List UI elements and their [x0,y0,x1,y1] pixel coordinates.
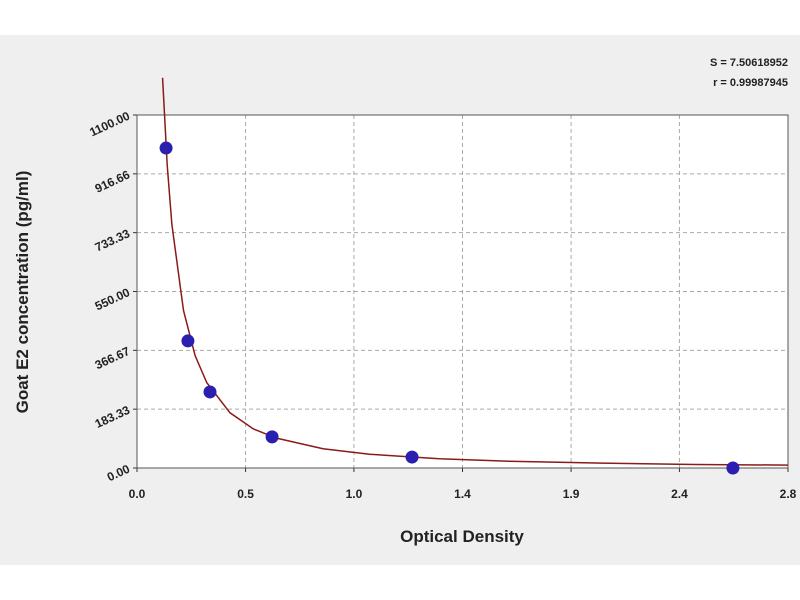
data-point [405,450,419,464]
x-tick-label: 0.5 [237,487,254,501]
x-tick-label: 1.4 [454,487,471,501]
fit-curve [161,77,789,466]
annotation: r = 0.99987945 [713,77,788,89]
x-axis-title: Optical Density [400,527,524,546]
x-tick-label: 1.9 [563,487,580,501]
x-tick-label: 1.0 [346,487,363,501]
plot-frame [136,114,789,469]
x-tick-label: 2.8 [780,487,797,501]
annotation: S = 7.50618952 [710,57,788,69]
data-point [726,461,740,475]
x-tick-label: 0.0 [129,487,146,501]
data-point [181,334,195,348]
data-point [159,141,173,155]
x-tick-label: 2.4 [671,487,688,501]
data-point [203,385,217,399]
y-axis-title: Goat E2 concentration (pg/ml) [13,171,32,414]
data-point [265,430,279,444]
